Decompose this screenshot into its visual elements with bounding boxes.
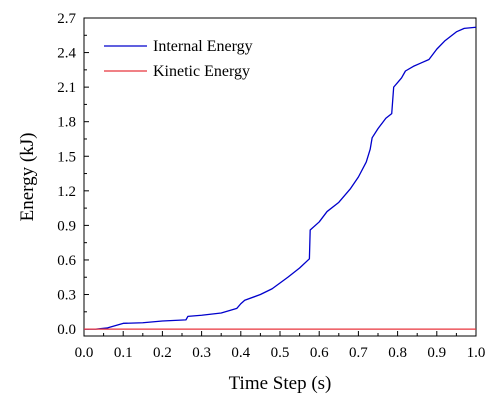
series-line-internal-energy [84, 26, 477, 330]
y-tick-label: 2.1 [57, 80, 76, 96]
x-tick-label: 0.7 [349, 345, 368, 361]
x-tick-label: 0.2 [153, 345, 172, 361]
legend-label: Kinetic Energy [153, 63, 250, 80]
y-tick-label: 0.3 [57, 288, 76, 304]
x-tick-label: 0.4 [231, 345, 250, 361]
y-tick-label: 2.7 [57, 11, 76, 27]
plot-frame [83, 17, 477, 337]
x-axis-ticks: 0.0 0.1 0.2 0.3 0.4 0.5 0.6 0.7 0.8 0.9 1.0 [75, 331, 486, 361]
x-axis-title: Time Step (s) [229, 373, 332, 394]
x-tick-label: 0.0 [75, 345, 94, 361]
y-tick-label: 0.0 [57, 322, 76, 338]
x-tick-label: 0.1 [114, 345, 133, 361]
y-axis-ticks: 0.0 0.3 0.6 0.9 1.2 1.5 1.8 2.1 2.4 2.7 [57, 11, 89, 338]
y-tick-label: 1.8 [57, 115, 76, 131]
x-tick-label: 0.5 [271, 345, 290, 361]
y-tick-label: 2.4 [57, 46, 76, 62]
legend: Internal Energy Kinetic Energy [104, 38, 253, 80]
x-tick-label: 0.9 [427, 345, 446, 361]
x-tick-label: 0.6 [310, 345, 329, 361]
x-tick-label: 1.0 [467, 345, 486, 361]
x-tick-label: 0.3 [192, 345, 211, 361]
legend-label: Internal Energy [153, 38, 253, 55]
y-tick-label: 0.6 [57, 253, 76, 269]
x-tick-label: 0.8 [388, 345, 407, 361]
y-axis-title: Energy (kJ) [17, 133, 38, 222]
y-tick-label: 1.5 [57, 149, 76, 165]
series-layer [84, 26, 477, 330]
y-tick-label: 0.9 [57, 218, 76, 234]
y-tick-label: 1.2 [57, 184, 76, 200]
